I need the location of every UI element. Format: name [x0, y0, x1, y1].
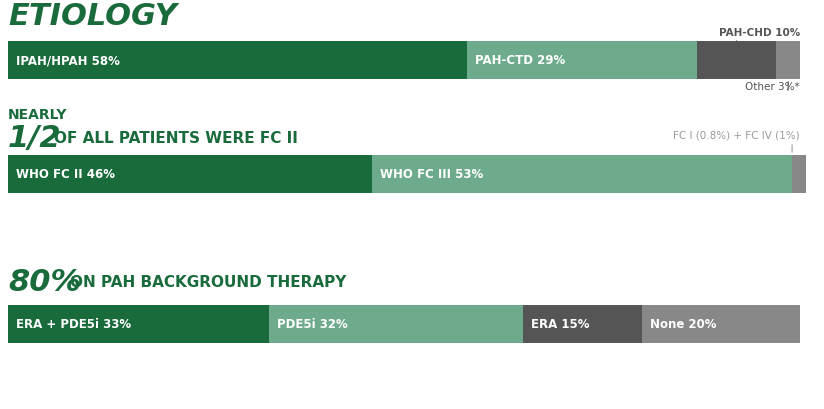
Bar — [522, 305, 642, 343]
Bar — [467, 42, 697, 80]
Text: 80%: 80% — [8, 267, 81, 296]
Bar — [697, 42, 776, 80]
Text: ERA + PDE5i 33%: ERA + PDE5i 33% — [16, 318, 131, 331]
Bar — [792, 155, 807, 193]
Bar — [642, 305, 800, 343]
Text: 1/2: 1/2 — [8, 124, 62, 153]
Text: PAH-CTD 29%: PAH-CTD 29% — [475, 54, 565, 67]
Bar — [776, 42, 800, 80]
Text: PAH-CHD 10%: PAH-CHD 10% — [719, 28, 800, 38]
Text: WHO FC II 46%: WHO FC II 46% — [16, 168, 115, 181]
Text: PDE5i 32%: PDE5i 32% — [278, 318, 348, 331]
Text: ON PAH BACKGROUND THERAPY: ON PAH BACKGROUND THERAPY — [70, 274, 346, 289]
Text: OF ALL PATIENTS WERE FC II: OF ALL PATIENTS WERE FC II — [54, 131, 297, 146]
Text: NEARLY: NEARLY — [8, 108, 68, 122]
Text: ETIOLOGY: ETIOLOGY — [8, 2, 177, 31]
Text: Other 3%*: Other 3%* — [746, 82, 800, 92]
Bar — [372, 155, 792, 193]
Text: ERA 15%: ERA 15% — [531, 318, 589, 331]
Text: WHO FC III 53%: WHO FC III 53% — [381, 168, 484, 181]
Bar — [8, 305, 269, 343]
Text: None 20%: None 20% — [649, 318, 716, 331]
Bar — [8, 42, 467, 80]
Text: FC I (0.8%) + FC IV (1%): FC I (0.8%) + FC IV (1%) — [673, 131, 800, 141]
Text: IPAH/HPAH 58%: IPAH/HPAH 58% — [16, 54, 119, 67]
Bar — [269, 305, 522, 343]
Bar — [8, 155, 372, 193]
